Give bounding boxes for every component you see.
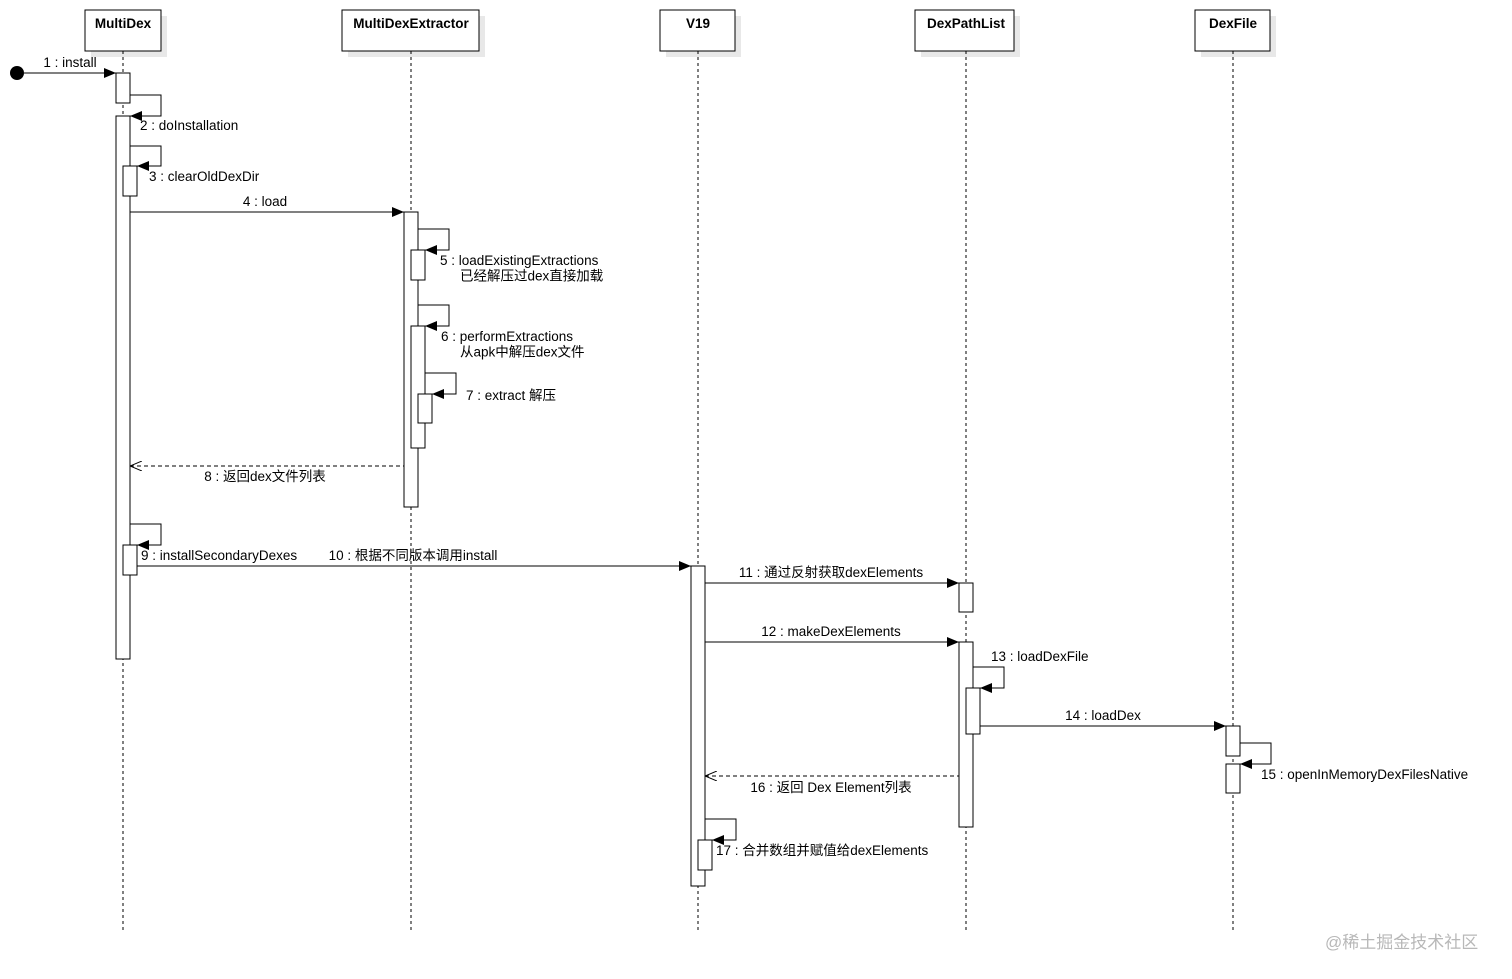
message-16: 16 : 返回 Dex Element列表 [705,776,959,795]
activation-bar [958,582,974,613]
message-label: 已经解压过dex直接加载 [460,268,603,284]
activation-bar [1225,725,1241,757]
message-10: 10 : 根据不同版本调用install [137,548,691,571]
activation-bar [115,115,131,660]
participant-name: V19 [686,16,710,31]
start-node [10,66,24,80]
participant-name: DexPathList [927,16,1006,31]
message-label: 15 : openInMemoryDexFilesNative [1261,767,1468,782]
self-call-arrow [418,228,450,255]
message-17: 17 : 合并数组并赋值给dexElements [705,818,929,858]
message-4: 4 : load [130,194,404,217]
self-call-arrow [973,666,1005,693]
participant-name: DexFile [1209,16,1258,31]
self-call-arrow [418,304,450,331]
participant-name: MultiDexExtractor [353,16,469,31]
activation-bar [1225,763,1241,794]
message-7: 7 : extract 解压 [425,372,556,403]
message-label: 6 : performExtractions [441,329,573,344]
message-15: 15 : openInMemoryDexFilesNative [1240,742,1468,782]
message-label: 5 : loadExistingExtractions [440,253,599,268]
message-11: 11 : 通过反射获取dexElements [705,565,959,588]
activation-bar [410,325,426,449]
message-8: 8 : 返回dex文件列表 [130,466,404,484]
message-2: 2 : doInstallation [130,94,238,133]
self-call-arrow [705,818,737,845]
message-label: 2 : doInstallation [140,118,238,133]
activation-bar [122,165,138,197]
activation-bar [697,839,713,871]
message-label: 10 : 根据不同版本调用install [329,548,498,563]
message-label: 16 : 返回 Dex Element列表 [750,780,912,795]
message-label: 从apk中解压dex文件 [460,345,585,360]
activation-bar [690,565,706,887]
self-call-arrow [425,372,457,399]
message-13: 13 : loadDexFile [973,649,1089,693]
message-9: 9 : installSecondaryDexes [130,523,297,563]
message-label: 17 : 合并数组并赋值给dexElements [716,843,929,858]
activation-bar [965,687,981,735]
message-12: 12 : makeDexElements [705,624,959,647]
participant-extractor [341,9,480,52]
self-call-arrow [130,94,162,121]
message-label: 4 : load [243,194,287,209]
message-1: 1 : install [24,55,116,78]
message-label: 8 : 返回dex文件列表 [204,469,326,484]
self-call-arrow [130,145,162,171]
message-3: 3 : clearOldDexDir [130,145,260,184]
participant-dexpathlist [914,9,1015,52]
message-14: 14 : loadDex [980,708,1226,731]
watermark: @稀土掘金技术社区 [1325,933,1478,952]
message-label: 9 : installSecondaryDexes [141,548,297,563]
message-label: 7 : extract 解压 [466,388,556,403]
message-label: 11 : 通过反射获取dexElements [739,565,924,580]
activation-bar [122,544,138,576]
message-label: 3 : clearOldDexDir [149,169,260,184]
activation-bar [115,72,131,104]
activation-bar [417,393,433,424]
participant-v19 [659,9,736,52]
activation-bar [410,249,426,281]
participant-name: MultiDex [95,16,152,31]
self-call-arrow [1240,742,1272,769]
message-label: 13 : loadDexFile [991,649,1089,664]
participant-dexfile [1194,9,1271,52]
self-call-arrow [130,523,162,550]
message-label: 14 : loadDex [1065,708,1141,723]
message-label: 1 : install [43,55,96,70]
participant-multidex [84,9,162,52]
message-label: 12 : makeDexElements [761,624,901,639]
